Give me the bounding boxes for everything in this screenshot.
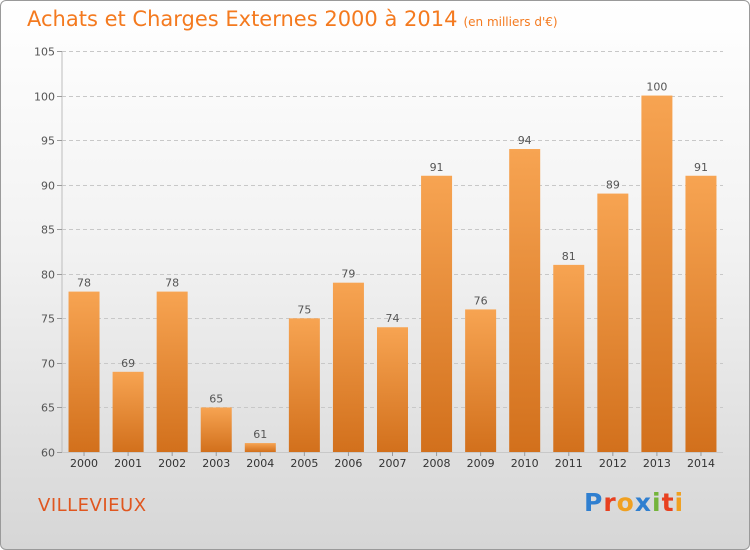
bar-2009 [465,309,497,452]
logo-letter: t [661,488,675,517]
y-tick-label: 100 [34,91,55,104]
x-tick-label: 2013 [643,457,671,470]
y-tick-label: 90 [41,180,55,193]
x-tick-label: 2008 [423,457,451,470]
x-tick-label: 2001 [114,457,142,470]
bar-2007 [377,327,408,452]
data-label: 79 [341,268,355,281]
data-label: 91 [430,161,444,174]
logo-letter: x [634,488,652,517]
logo-letter: i [674,488,685,517]
y-tick-label: 85 [41,224,55,237]
data-label: 81 [562,250,576,263]
x-tick-label: 2014 [687,457,715,470]
bar-2011 [553,264,585,452]
y-tick-label: 75 [41,313,55,326]
x-tick-label: 2011 [555,457,583,470]
data-label: 78 [165,277,179,290]
y-tick-label: 80 [41,269,55,282]
bar-2014 [685,175,717,452]
x-tick-label: 2006 [334,457,362,470]
bar-2012 [597,193,629,453]
data-label: 100 [646,81,667,94]
data-label: 69 [121,357,135,370]
y-tick-label: 70 [41,358,55,371]
bar-2002 [156,291,188,452]
x-tick-label: 2012 [599,457,627,470]
bar-2004 [244,443,276,452]
location-name: VILLEVIEUX [38,495,147,516]
x-tick-label: 2004 [246,457,274,470]
data-label: 78 [77,277,91,290]
data-label: 89 [606,179,620,192]
data-label: 76 [474,294,488,307]
bar-2008 [421,175,453,452]
bar-2010 [509,149,541,452]
y-tick-label: 60 [41,447,55,460]
bar-2000 [68,291,100,452]
chart-title: Achats et Charges Externes 2000 à 2014 [27,7,458,31]
data-label: 75 [297,303,311,316]
bar-2006 [332,282,364,452]
x-tick-label: 2002 [158,457,186,470]
x-tick-label: 2010 [511,457,539,470]
x-tick-label: 2009 [467,457,495,470]
data-label: 61 [253,428,267,441]
data-label: 91 [694,161,708,174]
y-tick-label: 105 [34,46,55,59]
y-tick-label: 65 [41,402,55,415]
logo-letter: r [603,488,617,517]
chart-subtitle: (en milliers d'€) [463,15,558,29]
proxiti-logo: Proxiti [584,488,684,517]
chart-title-block: Achats et Charges Externes 2000 à 2014 (e… [27,7,558,31]
bar-2001 [112,371,144,452]
x-tick-label: 2000 [70,457,98,470]
x-tick-label: 2005 [290,457,318,470]
bar-2013 [641,95,673,453]
x-tick-label: 2007 [379,457,407,470]
bar-2005 [288,318,320,452]
logo-letter: P [584,488,604,517]
logo-letter: i [652,488,662,517]
data-label: 65 [209,392,223,405]
data-label: 94 [518,134,532,147]
data-label: 74 [386,312,400,325]
bar-2003 [200,407,232,452]
y-tick-label: 95 [41,135,55,148]
x-tick-label: 2003 [202,457,230,470]
logo-letter: o [616,488,635,517]
